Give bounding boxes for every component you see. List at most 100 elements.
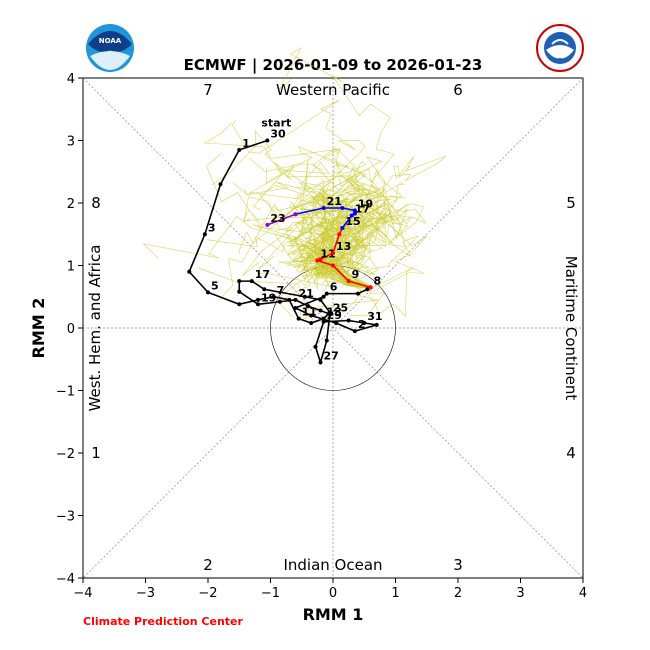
y-tick-label: −1 bbox=[56, 385, 75, 400]
noaa-logo: NOAA bbox=[86, 24, 134, 72]
observed-point bbox=[256, 302, 260, 307]
observed-point bbox=[324, 338, 329, 343]
observed-point bbox=[302, 294, 307, 299]
ensemble-member-line bbox=[250, 197, 371, 290]
observed-point bbox=[318, 308, 323, 313]
x-tick-label: 4 bbox=[579, 586, 587, 601]
y-tick-label: −4 bbox=[56, 572, 75, 587]
ensemble-member-line bbox=[296, 147, 372, 288]
observed-point bbox=[271, 294, 276, 299]
forecast-week2-day-label: 19 bbox=[358, 198, 373, 211]
forecast-week2-day-label: 21 bbox=[327, 195, 342, 208]
observed-point bbox=[318, 360, 323, 365]
forecast-week1-point bbox=[346, 279, 351, 284]
phase-number-3: 3 bbox=[453, 556, 463, 574]
forecast-tail-day-label: 23 bbox=[270, 212, 285, 225]
observed-day-label: 7 bbox=[277, 284, 285, 297]
forecast-week1-point bbox=[337, 232, 342, 237]
forecast-week1-point bbox=[368, 285, 373, 290]
observed-point bbox=[318, 297, 323, 302]
observed-point bbox=[327, 312, 332, 317]
x-tick-label: 2 bbox=[454, 586, 462, 601]
observed-point bbox=[237, 147, 242, 152]
ensemble-member-line bbox=[272, 190, 371, 289]
y-tick-label: 2 bbox=[67, 197, 75, 212]
ensemble-member-line bbox=[299, 203, 412, 322]
x-tick-label: 1 bbox=[391, 586, 399, 601]
svg-text:NOAA: NOAA bbox=[99, 37, 122, 45]
observed-line bbox=[188, 139, 377, 366]
observed-day-label: 25 bbox=[333, 301, 348, 314]
region-label-left: West. Hem. and Africa bbox=[86, 245, 104, 412]
start-label: start bbox=[261, 117, 291, 130]
y-tick-label: −3 bbox=[56, 510, 75, 525]
observed-point bbox=[346, 318, 351, 323]
region-label-top: Western Pacific bbox=[276, 81, 390, 99]
y-axis-ticks: −4 −3 −2 −1 0 1 2 3 4 bbox=[56, 72, 83, 587]
observed-point bbox=[287, 297, 292, 302]
observed-point bbox=[206, 290, 210, 295]
region-label-right: Maritime Continent bbox=[562, 256, 580, 401]
observed-point bbox=[365, 287, 370, 292]
observed-point bbox=[309, 321, 314, 325]
observed-day-label: 17 bbox=[255, 268, 270, 281]
forecast-week2-point bbox=[340, 206, 345, 210]
x-tick-label: −2 bbox=[198, 586, 217, 601]
forecast-week2-point bbox=[321, 206, 326, 210]
observed-point bbox=[321, 294, 326, 299]
observed-point bbox=[352, 329, 357, 334]
y-axis-label: RMM 2 bbox=[29, 298, 48, 359]
observed-day-label: 3 bbox=[208, 221, 216, 234]
forecast-tail-line bbox=[267, 213, 296, 226]
phase-number-6: 6 bbox=[453, 81, 463, 99]
observed-point bbox=[356, 291, 360, 296]
observed-day-label: 30 bbox=[270, 128, 286, 141]
forecast-week1-point bbox=[318, 257, 323, 262]
observed-point bbox=[237, 279, 242, 284]
y-tick-label: 0 bbox=[67, 322, 75, 337]
region-label-bottom: Indian Ocean bbox=[283, 556, 382, 574]
forecast-week1-point bbox=[331, 251, 335, 255]
phase-number-8: 8 bbox=[91, 194, 101, 212]
forecast-week1-point bbox=[315, 258, 320, 263]
nws-logo bbox=[536, 24, 584, 72]
y-tick-label: −2 bbox=[56, 447, 75, 462]
observed-point bbox=[306, 304, 310, 309]
x-tick-label: 3 bbox=[516, 586, 524, 601]
forecast-week2-day-label: 17 bbox=[355, 203, 370, 216]
x-tick-label: −4 bbox=[73, 586, 92, 601]
observed-point bbox=[313, 344, 318, 349]
observed-point bbox=[262, 287, 267, 292]
ensemble-member-line bbox=[307, 147, 427, 288]
phase-number-5: 5 bbox=[566, 194, 576, 212]
chart-title: ECMWF | 2026-01-09 to 2026-01-23 bbox=[184, 56, 483, 75]
ensemble-member-line bbox=[314, 180, 419, 290]
ensemble-member-line bbox=[207, 204, 393, 289]
observed-day-label: 29 bbox=[327, 309, 342, 322]
observed-point bbox=[296, 316, 301, 321]
observed-point bbox=[321, 316, 326, 321]
credit-text: Climate Prediction Center bbox=[83, 615, 243, 628]
observed-day-label: 1 bbox=[242, 137, 250, 150]
observed-point bbox=[293, 297, 298, 302]
observed-day-label: 8 bbox=[374, 274, 382, 287]
phase-divider-lines bbox=[82, 77, 584, 579]
observed-point bbox=[265, 138, 270, 143]
observed-day-label: 2 bbox=[358, 318, 366, 331]
ensemble-member-line bbox=[206, 152, 370, 289]
observed-point bbox=[237, 289, 242, 294]
ensemble-member-line bbox=[259, 226, 372, 288]
forecast-week1-day-label: 13 bbox=[336, 240, 351, 253]
observed-day-label: 31 bbox=[367, 310, 382, 323]
y-tick-label: 3 bbox=[67, 135, 75, 150]
ensemble-member-line bbox=[231, 99, 371, 290]
x-tick-label: 0 bbox=[329, 586, 337, 601]
observed-day-label: 6 bbox=[330, 281, 338, 294]
ensemble-member-line bbox=[295, 197, 385, 287]
observed-point bbox=[374, 322, 379, 327]
observed-point bbox=[324, 291, 329, 296]
forecast-week1-day-label: 11 bbox=[320, 248, 335, 261]
x-axis-label: RMM 1 bbox=[303, 605, 364, 624]
